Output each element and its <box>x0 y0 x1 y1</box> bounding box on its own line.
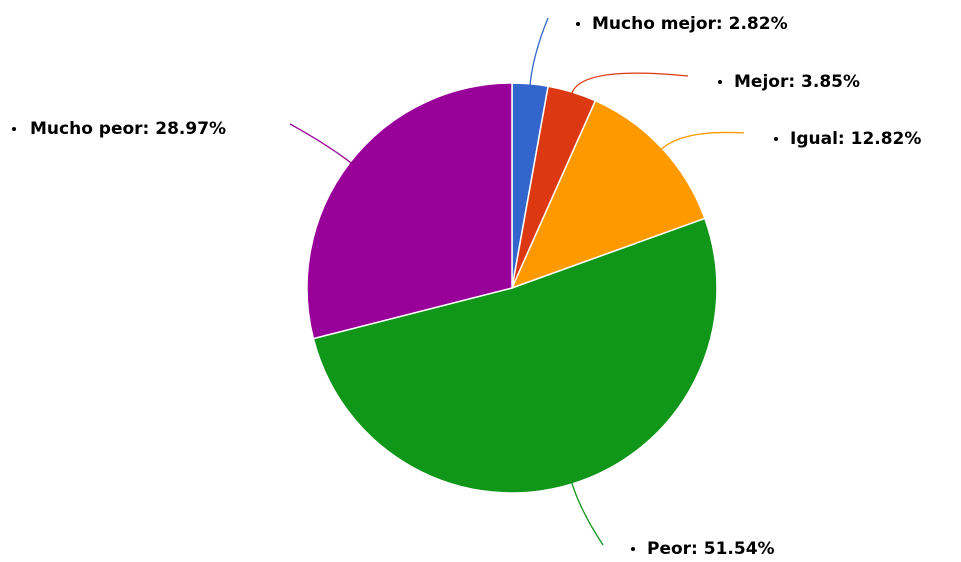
leader-line <box>529 17 549 86</box>
leader-line <box>660 131 745 151</box>
leader-line <box>289 123 353 164</box>
data-label: Igual: 12.82% <box>790 129 921 149</box>
label-bullet <box>718 80 722 84</box>
label-bullet <box>631 547 635 551</box>
data-label: Mejor: 3.85% <box>734 72 860 92</box>
data-label: Mucho peor: 28.97% <box>30 119 226 139</box>
leader-line <box>571 72 689 95</box>
data-label: Mucho mejor: 2.82% <box>592 14 788 34</box>
label-bullet <box>774 137 778 141</box>
label-bullet <box>576 22 580 26</box>
label-bullet <box>12 127 16 131</box>
leader-line <box>570 481 604 546</box>
data-label: Peor: 51.54% <box>647 539 775 559</box>
